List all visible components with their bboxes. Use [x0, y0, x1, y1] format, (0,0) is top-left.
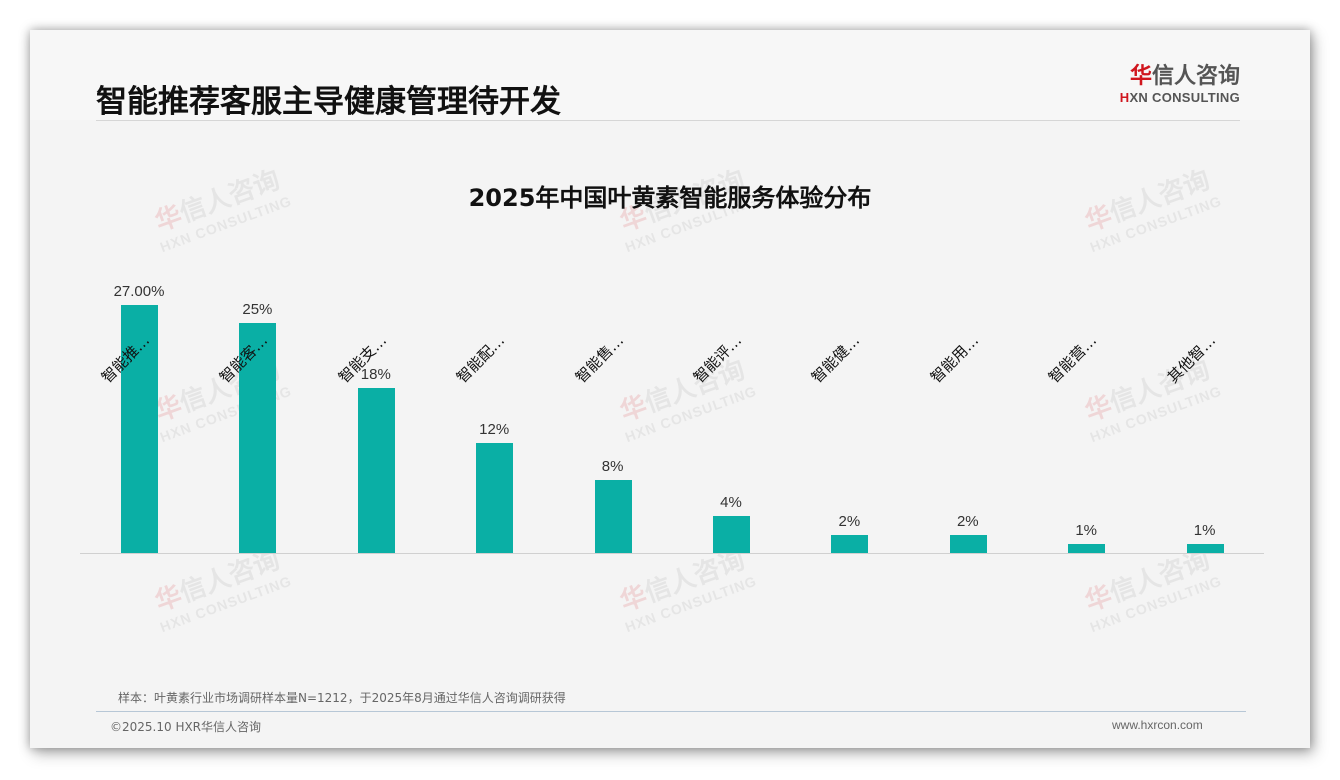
- bar[interactable]: [949, 534, 987, 553]
- logo-cn-rest: 信人咨询: [1151, 64, 1240, 89]
- slide: 智能推荐客服主导健康管理待开发 华信人咨询 HXN CONSULTING 华信人…: [30, 30, 1310, 748]
- bar[interactable]: [594, 479, 632, 553]
- page-title: 智能推荐客服主导健康管理待开发: [96, 84, 561, 120]
- logo-cn: 华信人咨询: [1110, 64, 1240, 90]
- footer-divider: [96, 711, 1246, 712]
- bar[interactable]: [121, 305, 158, 553]
- bar[interactable]: [1186, 543, 1224, 553]
- bar-group: 1%: [1027, 270, 1145, 554]
- bar[interactable]: [239, 323, 277, 553]
- bar-group: 12%: [435, 270, 553, 554]
- bar-value-label: 8%: [601, 457, 624, 475]
- logo-en-first: H: [1119, 90, 1130, 105]
- watermark-en: HXN CONSULTING: [622, 572, 759, 636]
- sample-note: 样本：叶黄素行业市场调研样本量N=1212，于2025年8月通过华信人咨询调研获…: [118, 691, 566, 705]
- bar-value-label: 1%: [1193, 521, 1216, 539]
- bar-value-label: 2%: [838, 512, 861, 530]
- bar[interactable]: [476, 442, 514, 553]
- bar-value-label: 4%: [720, 494, 742, 512]
- bar-group: 8%: [554, 270, 672, 554]
- bar[interactable]: [1068, 543, 1106, 553]
- bar[interactable]: [357, 387, 395, 553]
- logo-en: HXN CONSULTING: [1110, 90, 1240, 106]
- bar-value-label: 1%: [1075, 521, 1098, 539]
- bar[interactable]: [713, 516, 750, 553]
- bar[interactable]: [831, 534, 869, 553]
- watermark-en: HXN CONSULTING: [157, 572, 294, 636]
- bar-value-label: 27.00%: [113, 283, 165, 300]
- company-logo: 华信人咨询 HXN CONSULTING: [1110, 64, 1240, 106]
- bar-group: 4%: [672, 270, 790, 554]
- bar-group: 18%: [317, 270, 435, 554]
- logo-cn-first: 华: [1129, 64, 1152, 89]
- bar-value-label: 12%: [479, 420, 510, 438]
- header-band: [30, 30, 1310, 120]
- bar-value-label: 25%: [242, 301, 273, 319]
- website-link[interactable]: www.hxrcon.com: [1112, 718, 1203, 732]
- bar-group: 2%: [790, 270, 908, 554]
- bar-value-label: 2%: [956, 512, 979, 530]
- copyright-text: ©2025.10 HXR华信人咨询: [110, 720, 262, 734]
- header-divider: [96, 120, 1240, 121]
- chart-title: 2025年中国叶黄素智能服务体验分布: [468, 184, 872, 212]
- bar-group: 27.00%: [80, 270, 198, 554]
- bar-value-label: 18%: [360, 365, 391, 383]
- watermark-en: HXN CONSULTING: [1087, 572, 1224, 636]
- bar-group: 2%: [909, 270, 1027, 554]
- logo-en-rest: XN CONSULTING: [1129, 90, 1240, 105]
- bar-chart-plot: 27.00% 25% 18% 12% 8% 4% 2% 2% 1% 1%: [80, 270, 1264, 554]
- bar-group: 25%: [198, 270, 316, 554]
- bar-group: 1%: [1146, 270, 1264, 554]
- x-axis-line: [80, 553, 1264, 554]
